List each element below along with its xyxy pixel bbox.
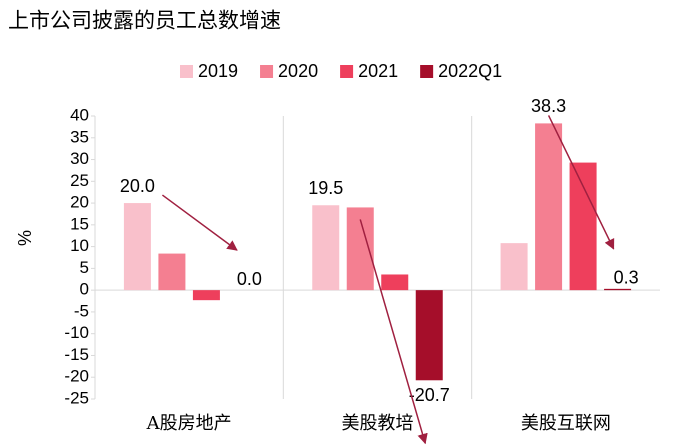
y-axis-label: % — [15, 230, 35, 246]
y-tick-label: 20 — [70, 193, 89, 212]
value-label: 0.3 — [614, 268, 639, 288]
y-tick-label: 10 — [70, 236, 89, 255]
y-tick-label: 5 — [80, 258, 89, 277]
bar — [192, 290, 220, 301]
legend-label: 2020 — [278, 61, 318, 81]
y-tick-label: 15 — [70, 214, 89, 233]
trend-arrow — [161, 194, 238, 251]
bar — [415, 290, 443, 381]
bar — [604, 288, 632, 291]
y-tick-label: 40 — [70, 105, 89, 124]
chart-title: 上市公司披露的员工总数增速 — [8, 9, 281, 33]
bar — [569, 162, 597, 291]
y-tick-label: -5 — [74, 301, 89, 320]
y-tick-label: -10 — [64, 323, 89, 342]
legend-label: 2019 — [198, 61, 238, 81]
y-tick-label: 25 — [70, 171, 89, 190]
bar — [312, 205, 340, 291]
trend-arrow — [547, 115, 615, 250]
legend-label: 2021 — [358, 61, 398, 81]
value-label: 19.5 — [308, 178, 343, 198]
y-tick-label: 35 — [70, 127, 89, 146]
y-tick-label: 30 — [70, 149, 89, 168]
legend-swatch — [260, 65, 274, 78]
bar — [500, 243, 528, 291]
x-tick-label: A股房地产 — [146, 413, 232, 434]
bar — [381, 274, 409, 291]
value-label: -20.7 — [409, 385, 450, 405]
value-label: 38.3 — [531, 96, 566, 116]
legend-swatch — [180, 65, 193, 78]
x-tick-label: 美股教培 — [342, 413, 414, 434]
value-label: 20.0 — [120, 176, 155, 196]
legend-swatch — [420, 65, 434, 78]
y-tick-label: -25 — [64, 388, 89, 407]
legend-label: 2022Q1 — [438, 61, 502, 81]
x-tick-label: 美股互联网 — [521, 413, 611, 434]
value-label: 0.0 — [237, 269, 262, 289]
y-tick-label: 0 — [80, 280, 89, 299]
legend-swatch — [340, 65, 354, 78]
bar — [123, 203, 151, 291]
trend-arrow — [359, 219, 428, 445]
bar — [535, 123, 563, 291]
bar — [158, 253, 186, 291]
y-tick-label: -15 — [64, 345, 89, 364]
y-tick-label: -20 — [64, 367, 89, 386]
